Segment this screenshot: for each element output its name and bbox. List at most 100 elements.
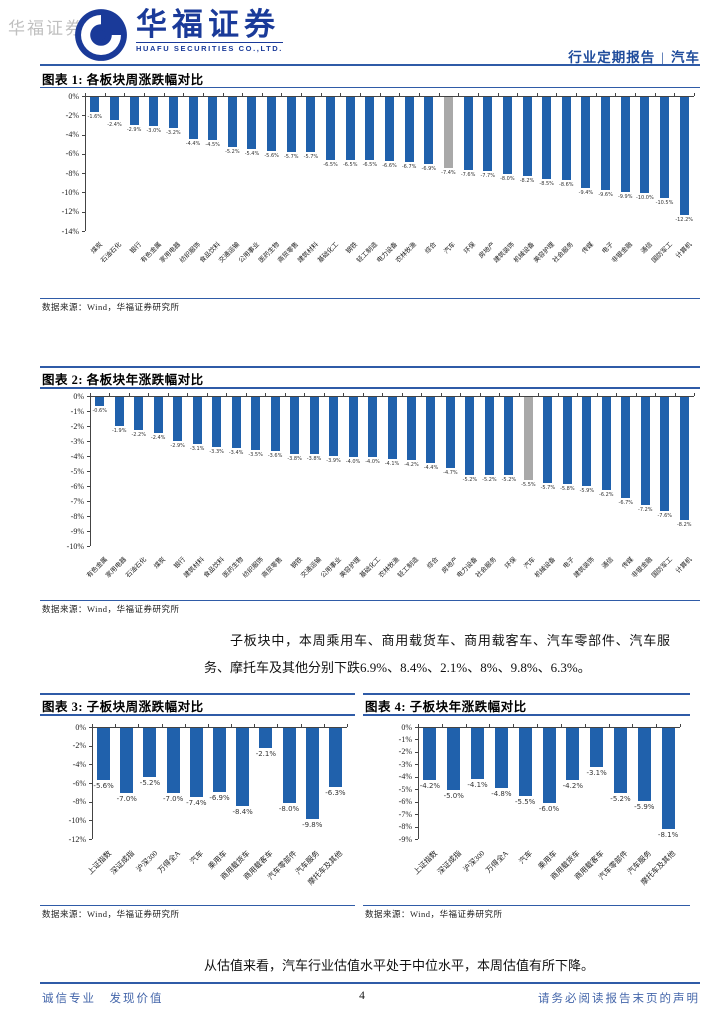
x-tick-mark (226, 393, 228, 396)
x-tick-mark (421, 393, 423, 396)
figure3-source-divider (40, 905, 355, 906)
bar-value-label: -4.4% (185, 141, 201, 148)
bar-value-label: -2.9% (126, 126, 142, 133)
y-tick-label: -1% (70, 406, 84, 416)
header-divider (40, 64, 700, 67)
bar-value-label: -4.2% (419, 782, 441, 791)
bar (208, 97, 218, 141)
bar-value-label: -1.9% (111, 427, 127, 434)
x-tick-mark (184, 724, 186, 727)
x-tick-mark (254, 724, 256, 727)
bar-value-label: -3.2% (166, 129, 181, 136)
bar (188, 97, 198, 140)
footer-slogan: 诚信专业 发现价值 (42, 993, 164, 1005)
bar-value-label: -2.4% (150, 435, 166, 441)
bar-value-label: -9.4% (578, 189, 594, 196)
bar-value-label: -7.0% (162, 795, 184, 804)
category-label: 上证指数 (411, 848, 439, 877)
bar-value-label: -5.2% (501, 477, 517, 483)
y-tick-label: -6% (398, 797, 412, 807)
x-tick-mark (418, 93, 420, 96)
x-tick-mark (301, 93, 303, 96)
industry-label: 汽车 (671, 50, 700, 65)
bar (368, 397, 378, 457)
x-axis-line (418, 727, 680, 728)
x-tick-mark (694, 393, 695, 396)
figure1-heading: 图表 1: 各板块周涨跌幅对比 (42, 73, 204, 87)
bar-value-label: -5.9% (634, 803, 655, 812)
category-label: 轻工制造 (355, 241, 379, 265)
y-tick-mark (82, 173, 85, 175)
bar-value-label: -6.9% (209, 794, 230, 803)
figure1-heading-divider (40, 86, 700, 88)
x-tick-mark (277, 724, 279, 727)
x-tick-mark (632, 724, 634, 727)
y-tick-label: -5% (70, 466, 84, 476)
y-tick-mark (87, 396, 90, 397)
bar-value-label: -6.7% (401, 163, 417, 170)
y-tick-label: -9% (70, 526, 84, 536)
y-tick-mark (87, 456, 90, 457)
bar-value-label: -8.1% (657, 830, 679, 839)
y-tick-label: -8% (398, 822, 412, 832)
bar (365, 97, 375, 160)
logo-subtitle: HUAFU SECURITIES CO.,LTD. (136, 42, 283, 53)
bar (518, 728, 532, 797)
figure2-bar-chart: 0% -1% -2% -3% -4% -5% -6% -7% -8% -9% -10% -0.6% 有色… (40, 392, 700, 600)
y-tick-label: -9% (398, 834, 412, 844)
bar-value-label: -4.1% (467, 781, 488, 790)
bar-value-label: -5.5% (515, 798, 536, 807)
category-label: 机械设备 (512, 241, 537, 265)
bar-value-label: -6.0% (538, 804, 560, 813)
y-tick-mark (87, 471, 90, 472)
y-tick-label: -2% (398, 747, 412, 757)
bar-value-label: -2.4% (107, 122, 122, 129)
watermark: 华福证券 (8, 19, 84, 38)
y-tick-mark (87, 531, 90, 532)
report-type-header: 行业定期报告 | 汽车 (568, 46, 700, 66)
x-tick-mark (635, 393, 637, 396)
x-tick-mark (556, 93, 558, 96)
x-tick-mark (265, 393, 267, 396)
x-tick-mark (343, 393, 345, 396)
bar (426, 397, 436, 463)
bar-value-label: -7.0% (116, 795, 137, 804)
bar-value-label: -3.9% (326, 457, 341, 464)
figure2-source: 数据来源：Wind，华福证券研究所 (42, 604, 180, 614)
bar-value-label: -4.8% (491, 789, 512, 798)
y-axis-line (85, 96, 86, 231)
y-tick-mark (82, 153, 85, 155)
figure2-source-divider (40, 600, 700, 601)
figure1-source: 数据来源：Wind，华福证券研究所 (42, 302, 180, 312)
y-tick-label: -10% (66, 541, 84, 551)
bar-value-label: -5.2% (462, 477, 478, 483)
x-tick-mark (479, 393, 481, 396)
category-label: 综合 (425, 556, 441, 571)
y-tick-label: -7% (398, 809, 412, 819)
x-tick-mark (222, 93, 224, 96)
bar (637, 728, 651, 802)
y-tick-mark (89, 764, 92, 766)
bar (143, 728, 157, 777)
x-tick-mark (323, 724, 325, 727)
category-label: 社会服务 (475, 556, 499, 580)
category-label: 电力设备 (375, 241, 399, 265)
y-tick-mark (82, 115, 85, 117)
x-tick-mark (304, 393, 306, 396)
x-tick-mark (460, 393, 462, 396)
bar (259, 728, 273, 748)
bar-value-label: -7.2% (638, 507, 653, 513)
x-tick-mark (489, 724, 491, 727)
category-label: 基础化工 (358, 556, 382, 580)
bar-value-label: -8.5% (539, 180, 554, 187)
category-label: 万得全A (484, 848, 511, 875)
category-label: 沪深300 (134, 848, 160, 874)
bar-value-label: -3.5% (248, 451, 263, 458)
x-tick-mark (382, 393, 384, 396)
y-tick-mark (415, 739, 418, 741)
category-label: 石油石化 (124, 556, 148, 580)
bar (192, 397, 202, 444)
x-tick-mark (608, 724, 610, 727)
y-tick-mark (415, 727, 418, 728)
x-tick-mark (202, 93, 204, 96)
